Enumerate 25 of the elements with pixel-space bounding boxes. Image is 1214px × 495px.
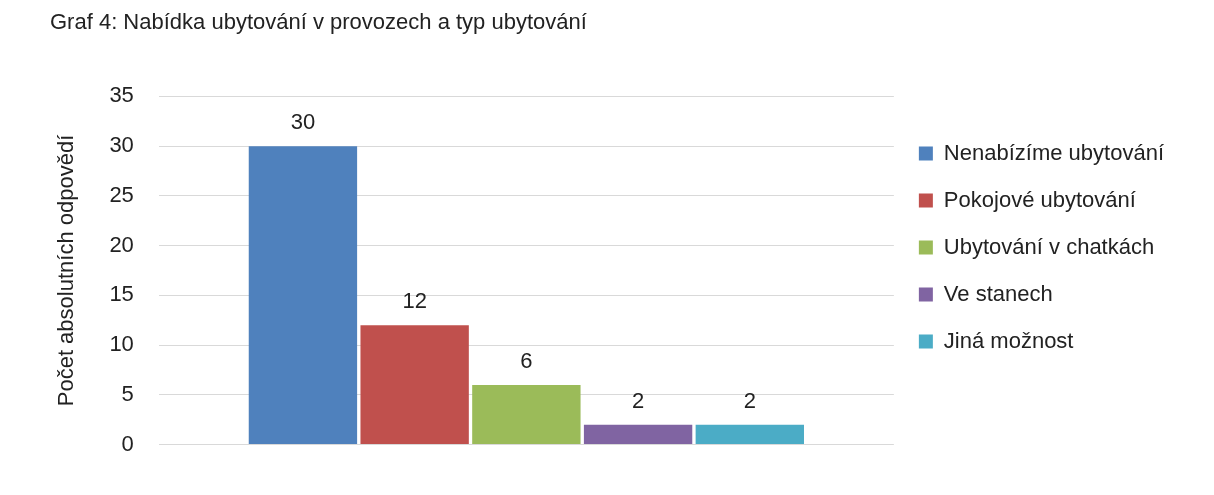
bar (583, 424, 693, 445)
y-tick-label: 30 (109, 132, 134, 158)
bar (695, 424, 804, 445)
y-tick-label: 10 (109, 331, 134, 357)
data-label: 2 (631, 387, 645, 413)
legend-label: Ve stanech (943, 280, 1053, 306)
data-label: 6 (520, 347, 533, 373)
chart-title: Graf 4: Nabídka ubytování v provozech a typ ubytování (50, 9, 587, 35)
data-label: 30 (290, 109, 316, 135)
y-tick-label: 5 (121, 380, 134, 406)
data-label: 2 (743, 387, 756, 413)
y-tick-label: 35 (109, 82, 134, 108)
y-tick-label: 20 (109, 231, 134, 257)
legend-label: Nenabízíme ubytování (943, 139, 1165, 165)
y-axis-title: Počet absolutních odpovědí (53, 134, 79, 407)
legend-label: Jiná možnost (943, 327, 1074, 353)
bar (472, 384, 581, 445)
y-tick-label: 15 (109, 281, 134, 307)
y-tick-label: 0 (121, 430, 134, 456)
data-label: 12 (402, 288, 427, 314)
legend-label: Pokojové ubytování (943, 186, 1136, 212)
y-tick-label: 25 (109, 181, 134, 207)
bar (360, 325, 469, 445)
legend-label: Ubytování v chatkách (943, 233, 1155, 259)
bar (248, 146, 358, 445)
